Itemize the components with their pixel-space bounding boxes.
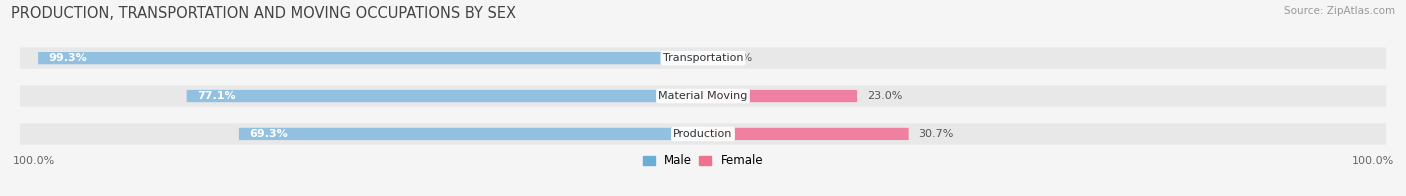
Text: Material Moving: Material Moving [658,91,748,101]
Text: PRODUCTION, TRANSPORTATION AND MOVING OCCUPATIONS BY SEX: PRODUCTION, TRANSPORTATION AND MOVING OC… [11,6,516,21]
Text: Source: ZipAtlas.com: Source: ZipAtlas.com [1284,6,1395,16]
Text: 0.66%: 0.66% [717,53,752,63]
FancyBboxPatch shape [703,128,908,140]
FancyBboxPatch shape [20,85,1386,107]
Text: 77.1%: 77.1% [197,91,235,101]
Text: 99.3%: 99.3% [48,53,87,63]
Text: 23.0%: 23.0% [868,91,903,101]
FancyBboxPatch shape [187,90,703,102]
FancyBboxPatch shape [38,52,703,64]
Legend: Male, Female: Male, Female [643,154,763,167]
Text: 30.7%: 30.7% [918,129,953,139]
FancyBboxPatch shape [20,48,1386,69]
FancyBboxPatch shape [703,52,707,64]
FancyBboxPatch shape [703,90,858,102]
FancyBboxPatch shape [239,128,703,140]
Text: Production: Production [673,129,733,139]
Text: Transportation: Transportation [662,53,744,63]
Text: 69.3%: 69.3% [249,129,288,139]
FancyBboxPatch shape [20,123,1386,144]
